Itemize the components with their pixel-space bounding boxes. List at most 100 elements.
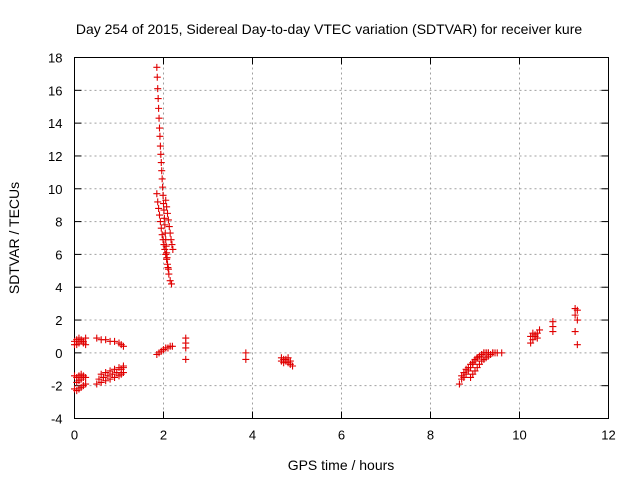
data-point: [159, 191, 167, 199]
data-point: [155, 211, 163, 219]
data-point: [111, 365, 119, 373]
data-point: [157, 150, 165, 158]
x-tick-label: 0: [71, 428, 78, 443]
data-point: [111, 337, 119, 345]
series-seg-q: [277, 354, 294, 367]
data-point: [166, 277, 174, 285]
data-point: [536, 326, 544, 334]
data-point: [156, 142, 164, 150]
y-tick-label: 2: [55, 313, 62, 328]
series-seg-h: [95, 364, 127, 383]
data-point: [153, 73, 161, 81]
series-seg-x: [571, 305, 581, 349]
series-seg-k: [153, 190, 172, 273]
data-point: [158, 231, 166, 239]
series-seg-i: [97, 362, 127, 378]
chart-title: Day 254 of 2015, Sidereal Day-to-day VTE…: [76, 21, 582, 37]
y-tick-label: 4: [55, 280, 62, 295]
y-tick-label: 18: [48, 51, 62, 66]
series-seg-d: [71, 380, 90, 395]
data-point: [168, 280, 176, 288]
data-point: [164, 265, 172, 273]
data-point: [571, 328, 579, 336]
data-point: [168, 342, 176, 350]
data-point: [79, 373, 87, 381]
x-tick-labels: 0 2 4 6 8 10 12: [71, 428, 616, 443]
x-tick-label: 12: [601, 428, 615, 443]
data-point: [82, 334, 90, 342]
data-point: [157, 159, 165, 167]
y-tick-label: 16: [48, 83, 62, 98]
data-point: [155, 114, 163, 122]
data-point: [455, 380, 463, 388]
series-seg-o: [242, 349, 250, 363]
data-point: [165, 223, 173, 231]
data-point: [159, 183, 167, 191]
data-point: [160, 241, 168, 249]
data-point: [162, 196, 170, 204]
series-seg-j: [153, 63, 176, 288]
data-point: [242, 349, 250, 357]
data-point: [95, 375, 103, 383]
y-tick-label: 6: [55, 247, 62, 262]
data-point: [162, 250, 170, 258]
y-tick-label: 14: [48, 116, 62, 131]
data-point: [286, 357, 294, 365]
data-point: [549, 328, 557, 336]
series-seg-m: [153, 342, 176, 359]
data-point: [167, 236, 175, 244]
y-tick-label: 0: [55, 346, 62, 361]
data-point: [97, 370, 105, 378]
data-point: [157, 224, 165, 232]
series-seg-w: [549, 318, 557, 336]
y-tick-label: -4: [51, 412, 63, 427]
data-point: [163, 203, 171, 211]
data-point: [182, 355, 190, 363]
data-point: [161, 245, 169, 253]
data-point: [573, 341, 581, 349]
x-tick-label: 6: [338, 428, 345, 443]
x-tick-label: 8: [427, 428, 434, 443]
data-point: [573, 306, 581, 314]
data-point: [119, 342, 127, 350]
y-tick-label: -2: [51, 379, 63, 394]
data-point: [160, 214, 168, 222]
series-seg-p: [277, 354, 297, 370]
data-point: [182, 344, 190, 352]
data-point: [119, 362, 127, 370]
ticks: [74, 57, 609, 419]
data-point: [169, 245, 177, 253]
data-point: [168, 241, 176, 249]
data-point: [155, 204, 163, 212]
series-seg-e: [73, 373, 87, 386]
x-tick-label: 2: [160, 428, 167, 443]
data-point: [533, 334, 541, 342]
series-seg-l: [162, 196, 177, 253]
data-point: [571, 311, 579, 319]
y-axis-label: SDTVAR / TECUs: [6, 182, 22, 294]
data-point: [82, 341, 90, 349]
data-points: [71, 63, 581, 395]
data-point: [106, 367, 114, 375]
series-seg-s: [458, 349, 497, 380]
data-point: [156, 132, 164, 140]
data-point: [155, 124, 163, 132]
data-point: [164, 260, 172, 268]
data-point: [573, 316, 581, 324]
series-seg-t: [467, 349, 506, 381]
data-point: [154, 198, 162, 206]
series-seg-b: [71, 337, 90, 349]
data-point: [93, 380, 101, 388]
data-point: [155, 104, 163, 112]
x-tick-label: 4: [249, 428, 256, 443]
data-point: [153, 63, 161, 71]
series-seg-f: [93, 334, 127, 350]
data-point: [115, 364, 123, 372]
data-point: [93, 334, 101, 342]
y-tick-labels: -4 -2 0 2 4 6 8 10 12 14 16 18: [48, 51, 62, 427]
y-tick-label: 10: [48, 182, 62, 197]
data-point: [154, 85, 162, 93]
data-point: [159, 236, 167, 244]
data-point: [153, 190, 161, 198]
